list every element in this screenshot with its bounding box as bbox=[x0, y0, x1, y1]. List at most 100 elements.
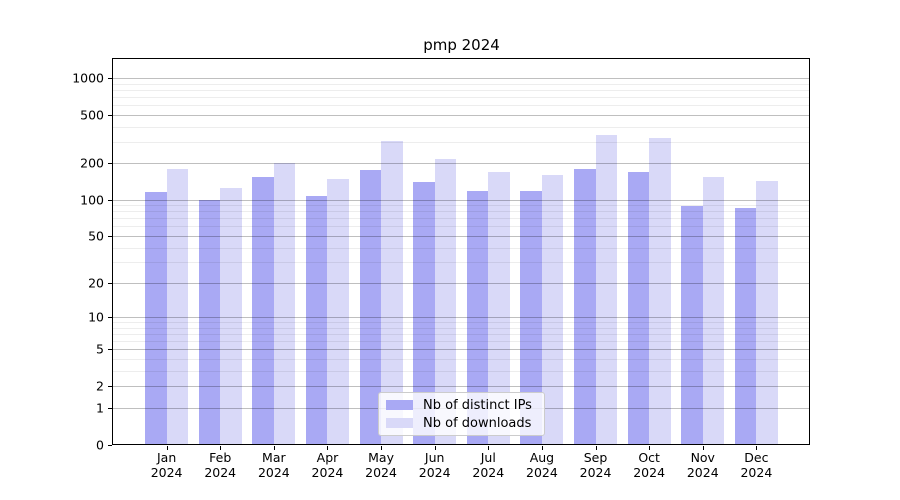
x-tick-year: 2024 bbox=[257, 464, 290, 480]
x-tick-mark bbox=[595, 445, 597, 450]
x-tick-month: Oct bbox=[638, 450, 660, 465]
x-tick-month: Nov bbox=[690, 450, 715, 465]
bar-downloads bbox=[220, 188, 242, 445]
bar-downloads bbox=[541, 174, 564, 445]
y-gridline-major bbox=[113, 78, 810, 80]
bar-distinct-ips bbox=[627, 172, 650, 445]
y-tick-label: 2 bbox=[96, 378, 104, 394]
bar-downloads bbox=[327, 178, 349, 445]
bar-distinct-ips bbox=[574, 169, 596, 445]
bar-downloads bbox=[756, 181, 778, 445]
x-tick-label: Aug 2024 bbox=[512, 450, 572, 480]
x-tick-month: Apr bbox=[316, 450, 339, 465]
bar-distinct-ips bbox=[466, 191, 489, 445]
chart-title: pmp 2024 bbox=[423, 36, 500, 54]
x-tick-mark bbox=[488, 445, 490, 450]
bar-downloads bbox=[166, 168, 189, 445]
y-gridline-minor bbox=[113, 105, 810, 107]
y-gridline-minor bbox=[113, 262, 810, 264]
x-tick-mark bbox=[649, 445, 651, 450]
x-tick-mark bbox=[220, 445, 222, 450]
y-tick-mark bbox=[108, 407, 112, 409]
y-tick-mark bbox=[108, 317, 112, 319]
bar-downloads bbox=[381, 140, 403, 445]
y-tick-mark bbox=[108, 199, 112, 201]
y-tick-label: 500 bbox=[80, 107, 104, 123]
y-tick-mark bbox=[108, 349, 112, 351]
x-tick-month: Feb bbox=[209, 450, 232, 465]
x-tick-month: Aug bbox=[529, 450, 555, 465]
bar-downloads bbox=[273, 162, 296, 445]
x-tick-label: Nov 2024 bbox=[673, 450, 733, 480]
y-tick-label: 100 bbox=[80, 192, 104, 208]
y-tick-label: 5 bbox=[96, 341, 104, 357]
axis-spine-top bbox=[112, 57, 810, 59]
y-tick-label: 1000 bbox=[72, 70, 104, 86]
x-tick-month: Jul bbox=[480, 450, 496, 465]
bar-distinct-ips bbox=[252, 177, 274, 445]
bar-distinct-ips bbox=[734, 208, 757, 445]
bar-downloads bbox=[649, 138, 671, 445]
x-tick-label: Jun 2024 bbox=[405, 450, 465, 480]
bar-downloads bbox=[595, 134, 617, 445]
x-tick-year: 2024 bbox=[311, 464, 344, 480]
y-gridline-major bbox=[113, 235, 810, 237]
x-tick-mark bbox=[327, 445, 329, 450]
x-tick-month: Dec bbox=[744, 450, 769, 465]
y-gridline-major bbox=[113, 114, 810, 116]
y-gridline-major bbox=[113, 349, 810, 351]
y-tick-mark bbox=[108, 78, 112, 80]
y-gridline-minor bbox=[113, 141, 810, 143]
y-gridline-minor bbox=[113, 211, 810, 213]
y-gridline-minor bbox=[113, 126, 810, 128]
y-gridline-major bbox=[113, 199, 810, 201]
y-gridline-minor bbox=[113, 341, 810, 343]
y-gridline-minor bbox=[113, 89, 810, 91]
y-gridline-major bbox=[113, 386, 810, 388]
y-tick-label: 10 bbox=[88, 309, 104, 325]
y-gridline-minor bbox=[113, 370, 810, 372]
bar-downloads bbox=[434, 158, 457, 445]
x-tick-mark bbox=[756, 445, 758, 450]
y-tick-mark bbox=[108, 236, 112, 237]
legend: Nb of distinct IPs Nb of downloads bbox=[378, 392, 545, 436]
y-gridline-minor bbox=[113, 97, 810, 99]
bar-distinct-ips bbox=[145, 192, 167, 445]
x-tick-mark bbox=[702, 445, 704, 450]
bar-distinct-ips bbox=[681, 206, 703, 445]
x-tick-month: Sep bbox=[583, 450, 608, 465]
y-tick-mark bbox=[108, 444, 112, 446]
x-tick-month: Jan bbox=[156, 450, 177, 465]
x-tick-month: Jun bbox=[424, 450, 445, 465]
bar-distinct-ips bbox=[359, 169, 382, 445]
x-tick-year: 2024 bbox=[526, 464, 558, 480]
y-gridline-minor bbox=[113, 334, 810, 336]
y-tick-label: 1 bbox=[96, 400, 104, 416]
y-tick-mark bbox=[108, 163, 112, 165]
y-gridline-minor bbox=[113, 218, 810, 220]
x-tick-mark bbox=[434, 445, 436, 450]
y-tick-label: 200 bbox=[80, 155, 104, 171]
x-tick-label: Jan 2024 bbox=[137, 450, 197, 480]
y-gridline-minor bbox=[113, 359, 810, 361]
bar-downloads bbox=[702, 177, 725, 445]
axis-spine-bottom bbox=[112, 444, 810, 446]
y-tick-label: 20 bbox=[88, 275, 104, 291]
x-tick-label: Jul 2024 bbox=[458, 450, 518, 480]
legend-label-downloads: Nb of downloads bbox=[423, 415, 532, 431]
plot-area bbox=[112, 57, 810, 446]
x-tick-year: 2024 bbox=[633, 464, 666, 480]
x-tick-year: 2024 bbox=[579, 464, 612, 480]
y-gridline-minor bbox=[113, 327, 810, 329]
y-tick-label: 0 bbox=[96, 437, 104, 452]
axis-spine-right bbox=[809, 58, 810, 445]
x-tick-year: 2024 bbox=[740, 464, 773, 480]
bar-downloads bbox=[488, 171, 510, 445]
y-gridline-minor bbox=[113, 247, 810, 249]
x-tick-mark bbox=[381, 445, 383, 450]
legend-swatch-distinct-ips bbox=[386, 400, 413, 410]
y-gridline-major bbox=[113, 163, 810, 165]
x-tick-label: Mar 2024 bbox=[244, 450, 304, 480]
bar-distinct-ips bbox=[198, 199, 221, 445]
x-tick-mark bbox=[273, 445, 275, 450]
